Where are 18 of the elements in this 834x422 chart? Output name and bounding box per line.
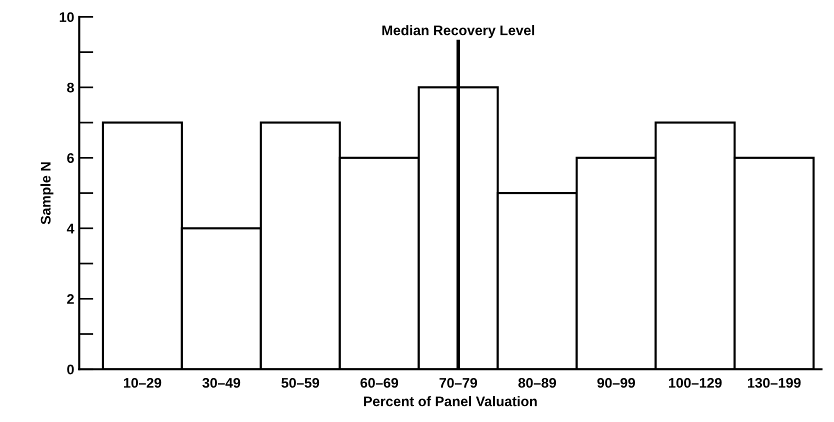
x-tick-label: 70–79 xyxy=(440,378,478,388)
x-tick-label: 80–89 xyxy=(518,378,556,388)
ref-line-label: Median Recovery Level xyxy=(382,25,534,38)
y-tick-label: 8 xyxy=(67,82,74,93)
y-tick-label: 10 xyxy=(60,12,74,22)
x-tick-label: 60–69 xyxy=(360,378,398,388)
x-tick-label: 30–49 xyxy=(202,378,240,388)
y-tick-label: 2 xyxy=(67,294,74,304)
y-tick-label: 6 xyxy=(67,153,74,163)
x-axis-title: Percent of Panel Valuation xyxy=(364,396,537,406)
x-tick-label: 50–59 xyxy=(281,378,320,388)
x-tick-label: 90–99 xyxy=(597,378,635,388)
x-tick-label: 100–129 xyxy=(668,378,722,388)
x-tick-label: 10–29 xyxy=(124,378,162,388)
y-tick-label: 0 xyxy=(67,364,74,374)
x-tick-label: 130–199 xyxy=(748,378,801,388)
y-tick-label: 4 xyxy=(66,224,74,234)
y-axis-title: Sample N xyxy=(40,162,54,224)
